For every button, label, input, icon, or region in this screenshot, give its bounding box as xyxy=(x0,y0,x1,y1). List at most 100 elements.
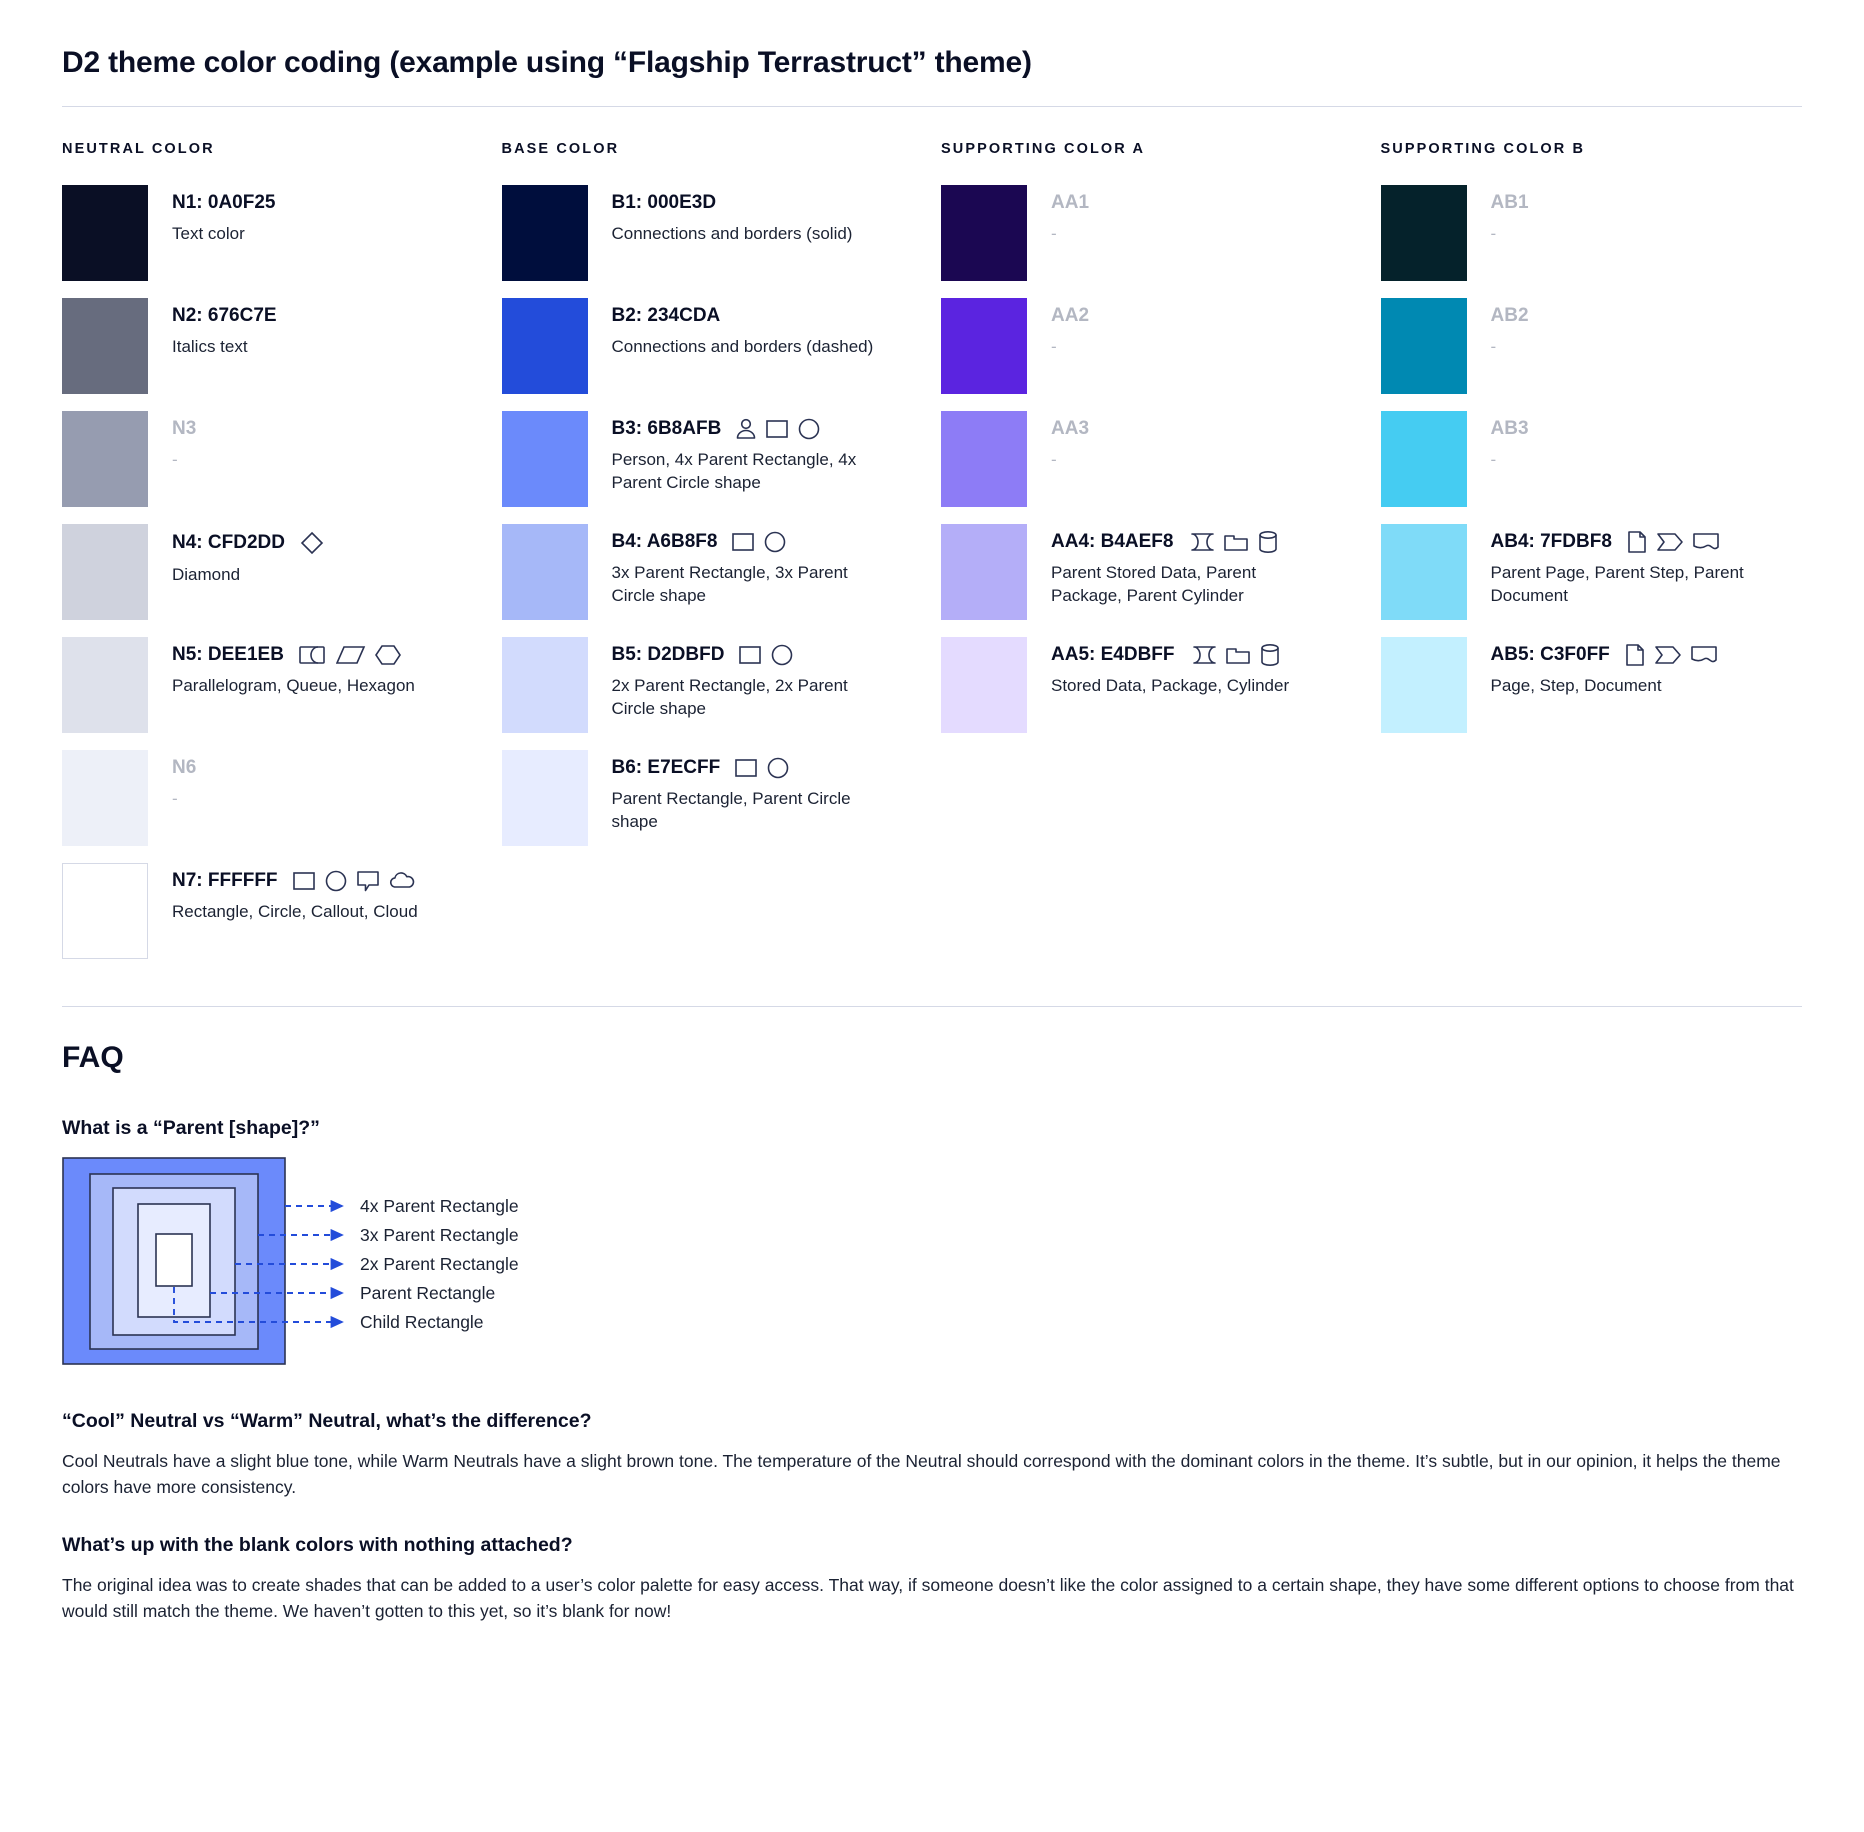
swatch-row[interactable]: B1: 000E3D Connections and borders (solid… xyxy=(501,185,924,281)
swatch-text: AA4: B4AEF8 Parent Stored Data, Parent Pa… xyxy=(1027,524,1321,608)
color-swatch[interactable] xyxy=(62,411,148,507)
swatch-row[interactable]: AA1 - xyxy=(941,185,1363,281)
color-swatch[interactable] xyxy=(1380,298,1467,394)
color-swatch[interactable] xyxy=(1380,524,1467,620)
shape-icon-group xyxy=(738,643,794,667)
swatch-text: N1: 0A0F25 Text color xyxy=(148,185,276,246)
color-swatch[interactable] xyxy=(62,863,148,959)
color-swatch[interactable] xyxy=(62,524,148,620)
swatch-row[interactable]: N5: DEE1EB Parallelogram, Queue, Hexagon xyxy=(62,637,484,733)
color-swatch[interactable] xyxy=(501,185,588,281)
swatch-label-text: N4: CFD2DD xyxy=(172,532,285,554)
swatch-row[interactable]: B6: E7ECFF Parent Rectangle, Parent Circl… xyxy=(501,750,924,846)
callout-icon xyxy=(356,869,380,893)
palette-column-header: SUPPORTING COLOR B xyxy=(1380,141,1586,157)
swatch-label-text: AA2 xyxy=(1051,305,1090,326)
diagram-rect xyxy=(155,1233,193,1287)
swatch-label: B1: 000E3D xyxy=(612,191,853,215)
stored-data-icon xyxy=(1189,644,1217,666)
swatch-text: AB4: 7FDBF8 Parent Page, Parent Step, Par… xyxy=(1467,524,1761,608)
diagram-label: 2x Parent Rectangle xyxy=(360,1254,519,1274)
diagram-label: Parent Rectangle xyxy=(360,1283,495,1303)
rectangle-icon xyxy=(731,531,755,553)
swatch-label-text: B5: D2DBFD xyxy=(611,644,725,666)
faq-divider xyxy=(62,1006,1802,1007)
palette-column: BASE COLOR B1: 000E3D Connections and bord… xyxy=(501,141,924,976)
swatch-label: AB3 xyxy=(1491,417,1529,441)
faq-question-1: What is a “Parent [shape]?” xyxy=(62,1117,320,1139)
swatch-row[interactable]: AA4: B4AEF8 Parent Stored Data, Parent Pa… xyxy=(941,524,1363,620)
swatch-row[interactable]: N2: 676C7E Italics text xyxy=(62,298,484,394)
swatch-text: B6: E7ECFF Parent Rectangle, Parent Circl… xyxy=(588,750,882,834)
swatch-row[interactable]: B5: D2DBFD 2x Parent Rectangle, 2x Parent… xyxy=(501,637,924,733)
swatch-text: N7: FFFFFF Rectangle, Circle, Callout, Cl… xyxy=(148,863,418,924)
swatch-row[interactable]: AA2 - xyxy=(941,298,1363,394)
step-icon xyxy=(1654,644,1682,666)
step-icon xyxy=(1656,531,1684,553)
color-swatch[interactable] xyxy=(62,750,148,846)
color-swatch[interactable] xyxy=(501,411,588,507)
swatch-label-text: B3: 6B8AFB xyxy=(611,418,722,440)
swatch-label: AA5: E4DBFF xyxy=(1051,643,1289,667)
swatch-row[interactable]: N6 - xyxy=(62,750,484,846)
swatch-row[interactable]: AB3 - xyxy=(1380,411,1803,507)
swatch-description: - xyxy=(1051,223,1057,243)
swatch-description: Stored Data, Package, Cylinder xyxy=(1051,676,1290,695)
swatch-text: N3 - xyxy=(148,411,196,472)
palette-column-header: NEUTRAL COLOR xyxy=(62,141,215,157)
swatch-description: Parent Rectangle, Parent Circle shape xyxy=(611,789,851,831)
swatch-label-text: N6 xyxy=(172,757,197,778)
nested-rectangles: 4x Parent Rectangle 3x Parent Rectangle 2x… xyxy=(62,1156,822,1371)
color-swatch[interactable] xyxy=(1380,185,1467,281)
swatch-row[interactable]: AB2 - xyxy=(1380,298,1803,394)
swatch-description: - xyxy=(1490,336,1497,356)
swatch-row[interactable]: N4: CFD2DD Diamond xyxy=(62,524,484,620)
color-swatch[interactable] xyxy=(501,298,588,394)
swatch-row[interactable]: AB5: C3F0FF Page, Step, Document xyxy=(1380,637,1803,733)
circle-icon xyxy=(770,643,794,667)
swatch-row[interactable]: N7: FFFFFF Rectangle, Circle, Callout, Cl… xyxy=(62,863,484,959)
swatch-description: - xyxy=(1490,223,1497,243)
swatch-label: N5: DEE1EB xyxy=(172,643,415,667)
swatch-row[interactable]: N3 - xyxy=(62,411,484,507)
swatch-label-text: AB2 xyxy=(1490,305,1529,326)
swatch-label: AA3 xyxy=(1051,417,1089,441)
color-swatch[interactable] xyxy=(501,524,588,620)
swatch-row[interactable]: B3: 6B8AFB Person, 4x Parent Rectangle, 4… xyxy=(501,411,924,507)
diagram-label: 3x Parent Rectangle xyxy=(360,1225,519,1245)
color-swatch[interactable] xyxy=(62,185,148,281)
color-swatch[interactable] xyxy=(501,750,588,846)
shape-icon-group xyxy=(292,869,416,893)
color-swatch[interactable] xyxy=(501,637,588,733)
document-icon xyxy=(1690,644,1718,666)
swatch-row[interactable]: N1: 0A0F25 Text color xyxy=(62,185,484,281)
swatch-label-text: B2: 234CDA xyxy=(611,305,721,326)
color-swatch[interactable] xyxy=(941,524,1027,620)
swatch-description: Diamond xyxy=(172,565,241,584)
diagram-connector xyxy=(173,1287,344,1329)
color-swatch[interactable] xyxy=(1380,637,1467,733)
rectangle-icon xyxy=(738,644,762,666)
color-swatch[interactable] xyxy=(941,411,1027,507)
shape-icon-group xyxy=(298,643,402,667)
circle-icon xyxy=(763,530,787,554)
swatch-row[interactable]: AB1 - xyxy=(1380,185,1803,281)
swatch-label-text: AA5: E4DBFF xyxy=(1051,644,1175,666)
color-swatch[interactable] xyxy=(1380,411,1467,507)
faq-question-2: “Cool” Neutral vs “Warm” Neutral, what’s… xyxy=(62,1410,592,1432)
color-swatch[interactable] xyxy=(62,298,148,394)
page-root: D2 theme color coding (example using “Fl… xyxy=(62,46,1803,1624)
color-swatch[interactable] xyxy=(941,637,1027,733)
faq-item-blank-colors: What’s up with the blank colors with not… xyxy=(62,1534,1802,1624)
swatch-description: Connections and borders (dashed) xyxy=(611,336,874,356)
swatch-row[interactable]: AB4: 7FDBF8 Parent Page, Parent Step, Par… xyxy=(1380,524,1803,620)
swatch-row[interactable]: AA3 - xyxy=(941,411,1363,507)
color-swatch[interactable] xyxy=(62,637,148,733)
color-swatch[interactable] xyxy=(941,298,1027,394)
color-swatch[interactable] xyxy=(941,185,1027,281)
swatch-row[interactable]: B2: 234CDA Connections and borders (dashe… xyxy=(501,298,924,394)
swatch-description: Parent Page, Parent Step, Parent Documen… xyxy=(1490,563,1744,605)
swatch-row[interactable]: B4: A6B8F8 3x Parent Rectangle, 3x Parent… xyxy=(501,524,924,620)
swatch-text: AB1 - xyxy=(1467,185,1529,246)
swatch-row[interactable]: AA5: E4DBFF Stored Data, Package, Cylinde… xyxy=(941,637,1363,733)
